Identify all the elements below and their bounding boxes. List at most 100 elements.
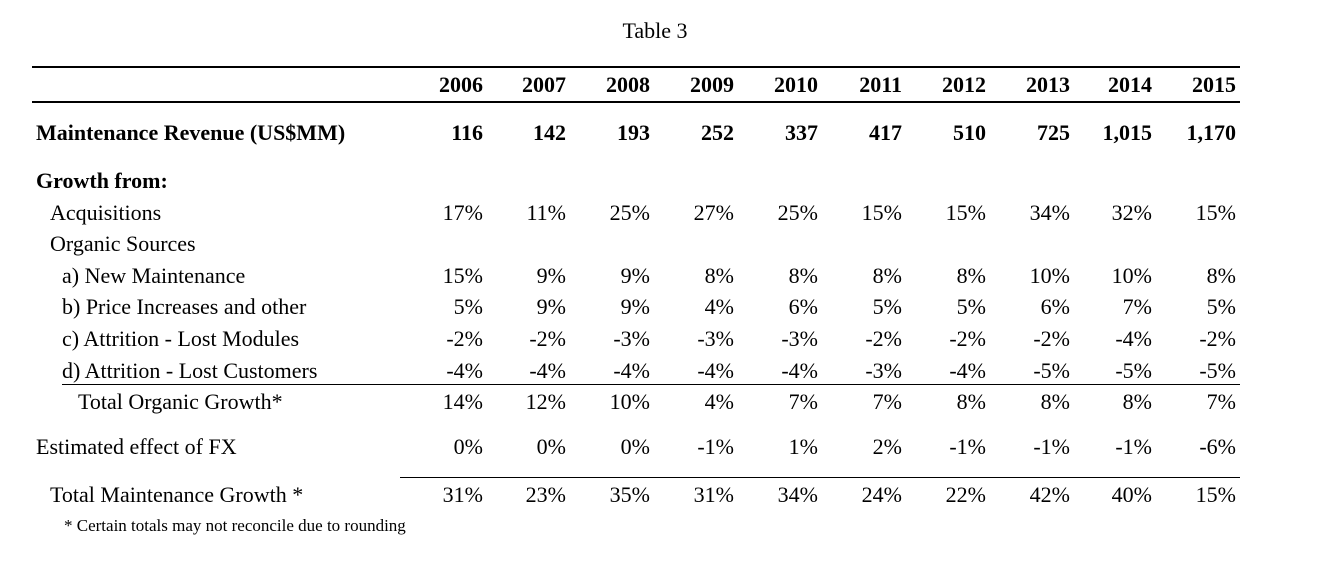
cell-3: 10% <box>609 389 650 414</box>
cell-3: 35% <box>609 482 650 507</box>
cell-2: 12% <box>525 389 566 414</box>
top-rule <box>32 66 1240 68</box>
cell-9: 32% <box>1111 200 1152 225</box>
cell-7: 8% <box>956 389 986 414</box>
cell-8: -1% <box>1033 434 1070 459</box>
cell-4: 252 <box>701 120 734 145</box>
cell-8: 6% <box>1040 294 1070 319</box>
cell-9: 8% <box>1122 389 1152 414</box>
lost-customers-label: d) Attrition - Lost Customers <box>62 358 318 383</box>
cell-4: 27% <box>693 200 734 225</box>
new-maintenance-row: a) New Maintenance 15% 9% 9% 8% 8% 8% 8% 10% 10%… <box>0 261 1322 291</box>
lost-modules-label: c) Attrition - Lost Modules <box>62 326 300 351</box>
acquisitions-label: Acquisitions <box>50 200 162 225</box>
cell-10: -6% <box>1199 434 1236 459</box>
total-rule <box>400 477 1240 478</box>
cell-9: 10% <box>1111 263 1152 288</box>
cell-3: 193 <box>617 120 650 145</box>
cell-10: 8% <box>1206 263 1236 288</box>
cell-5: 2010 <box>774 72 818 97</box>
cell-2: 9% <box>536 263 566 288</box>
cell-5: 7% <box>788 389 818 414</box>
cell-8: 2013 <box>1026 72 1070 97</box>
cell-5: -4% <box>781 358 818 383</box>
cell-10: 15% <box>1195 482 1236 507</box>
price-increases-label: b) Price Increases and other <box>62 294 307 319</box>
cell-2: 23% <box>525 482 566 507</box>
price-increases-row: b) Price Increases and other 5% 9% 9% 4% 6% 5… <box>0 292 1322 322</box>
cell-4: -4% <box>697 358 734 383</box>
cell-4: -1% <box>697 434 734 459</box>
cell-3: 0% <box>620 434 650 459</box>
cell-10: 15% <box>1195 200 1236 225</box>
revenue-label: Maintenance Revenue (US$MM) <box>36 120 346 145</box>
cell-2: 142 <box>533 120 566 145</box>
cell-9: 1,015 <box>1102 120 1153 145</box>
cell-8: -5% <box>1033 358 1070 383</box>
cell-7: -2% <box>949 326 986 351</box>
cell-10: 2015 <box>1192 72 1236 97</box>
cell-1: 2006 <box>439 72 483 97</box>
cell-9: -5% <box>1115 358 1152 383</box>
cell-7: 8% <box>956 263 986 288</box>
cell-5: -3% <box>781 326 818 351</box>
cell-10: 1,170 <box>1186 120 1237 145</box>
lost-modules-row: c) Attrition - Lost Modules -2% -2% -3% -3%… <box>0 324 1322 354</box>
subtotal-rule <box>62 384 1240 385</box>
cell-5: 8% <box>788 263 818 288</box>
cell-1: -4% <box>446 358 483 383</box>
cell-2: 9% <box>536 294 566 319</box>
cell-8: 34% <box>1029 200 1070 225</box>
cell-9: -4% <box>1115 326 1152 351</box>
cell-1: 17% <box>442 200 483 225</box>
cell-5: 34% <box>777 482 818 507</box>
cell-7: -4% <box>949 358 986 383</box>
cell-2: -2% <box>529 326 566 351</box>
cell-5: 337 <box>785 120 818 145</box>
cell-1: 0% <box>453 434 483 459</box>
cell-3: -3% <box>613 326 650 351</box>
cell-6: 7% <box>872 389 902 414</box>
new-maintenance-label: a) New Maintenance <box>62 263 246 288</box>
fx-label: Estimated effect of FX <box>36 434 237 459</box>
cell-2: 0% <box>536 434 566 459</box>
cell-8: 8% <box>1040 389 1070 414</box>
cell-4: 8% <box>704 263 734 288</box>
cell-4: 31% <box>693 482 734 507</box>
total-growth-row: Total Maintenance Growth * 31% 23% 35% 31% 3… <box>0 480 1322 510</box>
cell-1: -2% <box>446 326 483 351</box>
cell-2: 11% <box>526 200 566 225</box>
cell-7: 22% <box>945 482 986 507</box>
cell-7: 510 <box>953 120 986 145</box>
growth-from-row: Growth from: <box>0 166 1322 196</box>
cell-7: 2012 <box>942 72 986 97</box>
cell-9: 2014 <box>1108 72 1152 97</box>
cell-4: 4% <box>704 389 734 414</box>
cell-10: 7% <box>1206 389 1236 414</box>
total-organic-row: Total Organic Growth* 14% 12% 10% 4% 7% 7% 8% 8… <box>0 387 1322 417</box>
cell-6: -2% <box>865 326 902 351</box>
cell-1: 31% <box>442 482 483 507</box>
cell-4: -3% <box>697 326 734 351</box>
cell-8: 10% <box>1029 263 1070 288</box>
cell-7: 5% <box>956 294 986 319</box>
cell-3: 9% <box>620 263 650 288</box>
cell-3: 2008 <box>606 72 650 97</box>
table-title: Table 3 <box>622 18 688 43</box>
cell-1: 14% <box>442 389 483 414</box>
cell-10: 5% <box>1206 294 1236 319</box>
cell-3: 9% <box>620 294 650 319</box>
cell-6: 8% <box>872 263 902 288</box>
organic-sources-label: Organic Sources <box>50 231 196 256</box>
cell-5: 6% <box>788 294 818 319</box>
cell-8: 725 <box>1037 120 1070 145</box>
cell-6: 417 <box>869 120 902 145</box>
cell-1: 116 <box>451 120 483 145</box>
organic-sources-row: Organic Sources <box>0 229 1322 259</box>
cell-2: 2007 <box>522 72 566 97</box>
acquisitions-row: Acquisitions 17% 11% 25% 27% 25% 15% 15% 34% 32%… <box>0 198 1322 228</box>
year-header-row: 2006 2007 2008 2009 2010 2011 2012 2013 2014 2015 <box>0 70 1322 100</box>
cell-9: 7% <box>1122 294 1152 319</box>
cell-7: 15% <box>945 200 986 225</box>
